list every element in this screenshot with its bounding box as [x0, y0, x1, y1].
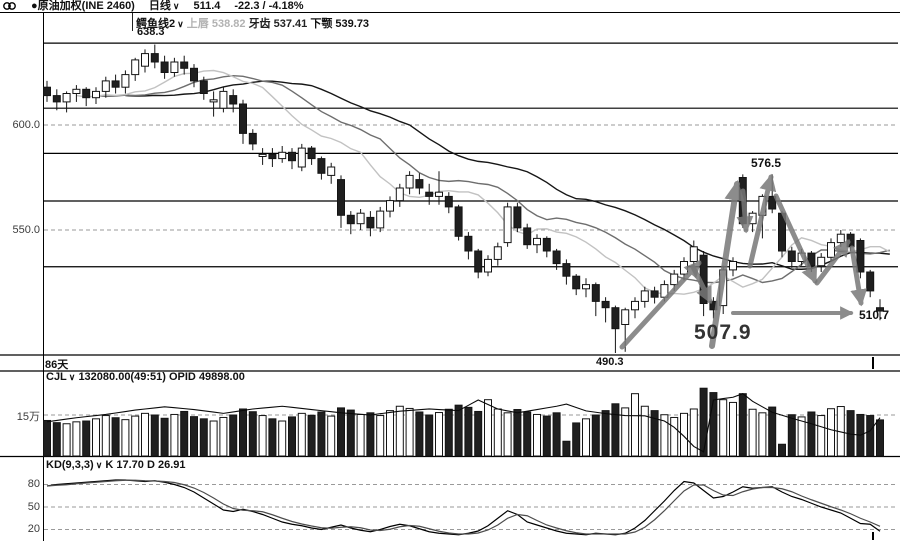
period-selector[interactable]: 日线 ∨: [148, 0, 180, 12]
link-icon[interactable]: [2, 1, 17, 11]
chevron-down-icon: ∨: [177, 19, 184, 29]
kd-indicator-header: KD(9,3,3) ∨ K 17.70 D 26.91: [46, 459, 186, 471]
kd-axis-label-20: 20: [27, 523, 40, 535]
kd-indicator-selector[interactable]: KD(9,3,3) ∨: [46, 459, 103, 471]
indicator-selector[interactable]: 鳄鱼线2 ∨: [136, 18, 184, 30]
kd-axis-label-80: 80: [27, 478, 40, 490]
chevron-down-icon: ∨: [172, 1, 180, 11]
low-price-label: 490.3: [596, 356, 624, 368]
last-low-label: 510.7: [859, 308, 890, 322]
kd-axis-label-50: 50: [27, 501, 40, 513]
volume-indicator-header: CJL ∨ 132080.00(49:51) OPID 49898.00: [46, 371, 245, 383]
date-span-label: 86天: [45, 359, 69, 371]
header-divider: [132, 13, 133, 31]
volume-axis-label: 15万: [16, 411, 40, 423]
k-value: K 17.70: [105, 459, 144, 471]
instrument-name[interactable]: ●原油加权(INE 2460): [31, 0, 135, 12]
price-axis-label-600: 600.0: [12, 119, 40, 131]
main-indicator-header: 鳄鱼线2 ∨ 上唇 538.82 牙齿 537.41 下颚 539.73: [136, 15, 369, 31]
second-peak-label: 576.5: [751, 156, 782, 170]
lips-label: 上唇 538.82: [186, 18, 246, 30]
high-price-label: 638.3: [137, 26, 165, 38]
top-info-bar: ●原油加权(INE 2460) 日线 ∨ 511.4 -22.3 / -4.18%: [0, 0, 900, 13]
d-value: D 26.91: [146, 459, 186, 471]
opid-value: OPID 49898.00: [168, 371, 245, 383]
chevron-down-icon: ∨: [68, 372, 76, 382]
jaw-label: 下颚 539.73: [310, 18, 370, 30]
volume-indicator-selector[interactable]: CJL ∨: [46, 371, 76, 383]
volume-value: 132080.00(49:51): [78, 371, 166, 383]
pullback-annotation: 507.9: [694, 321, 752, 344]
teeth-label: 牙齿 537.41: [248, 18, 308, 30]
price-change: -22.3 / -4.18%: [234, 0, 304, 12]
instrument-bullet: ●: [31, 0, 38, 12]
chevron-down-icon: ∨: [95, 460, 103, 470]
price-axis-label-550: 550.0: [12, 224, 40, 236]
last-price: 511.4: [193, 0, 221, 12]
